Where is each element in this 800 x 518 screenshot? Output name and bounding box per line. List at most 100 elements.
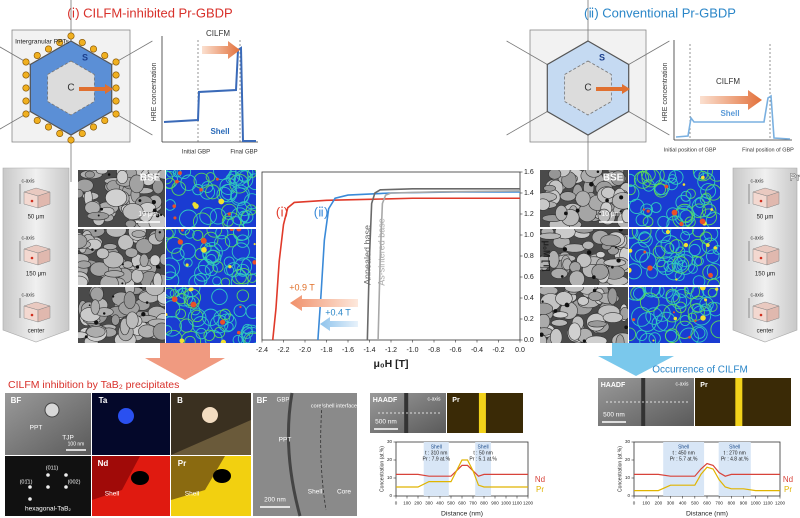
y-tick-label: 0.6 bbox=[524, 274, 534, 281]
cilfm-arrow bbox=[700, 90, 762, 110]
pore bbox=[575, 208, 580, 213]
down-arrow bbox=[598, 343, 674, 376]
grain-boundary bbox=[650, 287, 665, 299]
shell-region bbox=[475, 442, 492, 496]
grain bbox=[547, 250, 560, 269]
grain-boundary bbox=[706, 263, 720, 280]
sample-point bbox=[759, 256, 763, 260]
pore bbox=[616, 258, 621, 263]
hot-spot bbox=[200, 237, 207, 244]
scale-label: 10 μm bbox=[138, 211, 158, 218]
grain bbox=[555, 291, 573, 306]
pore bbox=[596, 170, 600, 173]
grain bbox=[111, 314, 120, 326]
precipitate bbox=[33, 117, 41, 125]
grain-boundary bbox=[506, 111, 548, 136]
hot-spot bbox=[629, 267, 632, 273]
grain-boundary bbox=[637, 232, 653, 248]
grain bbox=[563, 243, 586, 253]
hot-spot bbox=[672, 311, 676, 314]
grain-boundary bbox=[247, 170, 256, 179]
scale-label: 200 nm bbox=[264, 497, 286, 504]
grain-boundary bbox=[631, 229, 652, 242]
precipitate bbox=[22, 110, 30, 118]
y-tick-label: 1.4 bbox=[524, 190, 534, 197]
grain-boundary bbox=[675, 194, 691, 210]
precipitate bbox=[112, 84, 120, 92]
panel-label: Nd bbox=[98, 459, 109, 468]
grain-boundary bbox=[691, 203, 707, 219]
grain-boundary bbox=[177, 287, 189, 299]
precipitate bbox=[112, 110, 120, 118]
pore bbox=[135, 265, 140, 269]
image-panel bbox=[78, 170, 165, 227]
panel-label: B bbox=[177, 396, 183, 405]
grain-boundary bbox=[166, 264, 176, 280]
y-tick-label: 30 bbox=[387, 439, 393, 444]
hot-spot bbox=[180, 229, 184, 232]
grain-boundary bbox=[209, 208, 227, 225]
image-panel bbox=[253, 393, 357, 516]
panel-label: Pr bbox=[178, 459, 186, 468]
hot-spot bbox=[172, 204, 177, 208]
grain bbox=[611, 192, 628, 210]
grain-boundary bbox=[166, 177, 176, 189]
x-tick-label: 100 bbox=[403, 501, 411, 506]
hot-spot bbox=[701, 175, 705, 180]
depth-label: 150 μm bbox=[26, 272, 46, 278]
x-tick-label: 0 bbox=[633, 501, 636, 506]
grain-boundary bbox=[202, 245, 221, 263]
profile-curve bbox=[675, 94, 791, 140]
grain-boundary bbox=[630, 287, 646, 301]
pore bbox=[159, 213, 163, 216]
diffraction-spot bbox=[64, 485, 68, 489]
grain bbox=[171, 456, 225, 500]
grain-boundary bbox=[203, 329, 215, 342]
grain bbox=[78, 260, 92, 269]
grain bbox=[89, 261, 109, 277]
grain-boundary bbox=[629, 184, 636, 196]
y-axis-label: μ₀M [T] bbox=[542, 240, 552, 271]
pr-band bbox=[735, 378, 743, 426]
axis-label: c-axis bbox=[750, 292, 764, 298]
hot-spot bbox=[652, 339, 655, 342]
grain bbox=[135, 238, 153, 255]
image-panel bbox=[166, 229, 256, 285]
precipitate bbox=[101, 117, 109, 125]
grain-boundary bbox=[205, 172, 216, 182]
grain-boundary bbox=[665, 177, 679, 191]
y-tick-label: 20 bbox=[387, 457, 393, 462]
x-tick-label: 0.0 bbox=[515, 347, 525, 354]
y-axis-label: Concentration (at.%) bbox=[379, 446, 385, 492]
grain-boundary bbox=[195, 327, 208, 340]
grain bbox=[568, 322, 582, 341]
grain bbox=[78, 275, 88, 285]
axis-label: c-axis bbox=[750, 178, 764, 184]
pore bbox=[619, 210, 622, 213]
grain-boundary bbox=[674, 205, 696, 227]
plot-area bbox=[261, 171, 521, 341]
grain bbox=[122, 203, 144, 220]
shell-label: S bbox=[82, 52, 88, 62]
pore bbox=[158, 231, 161, 234]
b-precipitate bbox=[202, 407, 218, 423]
sample-point bbox=[30, 199, 34, 203]
panel-label: BF bbox=[257, 396, 268, 405]
pore bbox=[582, 339, 586, 343]
hot-spot bbox=[218, 198, 225, 205]
grain-boundary bbox=[206, 229, 223, 238]
cube-side bbox=[37, 248, 51, 266]
axis-label: HRE concentration bbox=[662, 63, 669, 122]
grain-boundary bbox=[660, 235, 680, 255]
precipitate bbox=[44, 45, 52, 53]
hot-spot bbox=[193, 203, 199, 209]
scale-label: 100 nm bbox=[68, 441, 85, 447]
hot-spot bbox=[699, 287, 706, 291]
series-line bbox=[634, 462, 780, 477]
grain bbox=[125, 311, 139, 329]
grain-boundary bbox=[245, 204, 256, 216]
grain-boundary bbox=[684, 287, 694, 295]
precipitate bbox=[112, 58, 120, 66]
x-tick-label: -2.0 bbox=[299, 347, 311, 354]
